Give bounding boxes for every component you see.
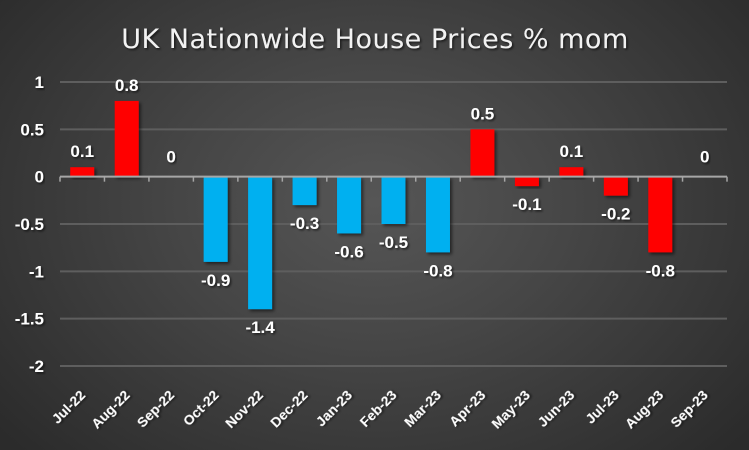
data-label: -0.3 [290, 214, 319, 233]
x-tick-label: May-23 [488, 387, 533, 432]
y-tick-label: -1 [29, 262, 44, 281]
y-tick-label: -0.5 [15, 215, 44, 234]
data-label: -0.1 [512, 195, 541, 214]
y-tick-label: 1 [35, 73, 44, 92]
x-tick-label: Nov-22 [222, 387, 266, 431]
y-tick-label: -1.5 [15, 310, 44, 329]
x-tick-label: Sep-23 [667, 387, 711, 431]
data-labels: 0.1 0.8 0 -0.9 -1.4 -0.3 -0.6 -0.5 -0.8 0.5 -0.1 0.… [70, 76, 709, 337]
x-axis-tick-labels: Jul-22 Aug-22 Sep-22 Oct-22 Nov-22 Dec-22 Jan-… [48, 387, 711, 432]
data-label: -0.8 [646, 261, 675, 280]
data-label: 0 [166, 148, 175, 167]
x-tick-label: Jun-23 [534, 387, 577, 430]
y-tick-label: -2 [29, 357, 44, 376]
x-tick-label: Sep-22 [134, 387, 178, 431]
bars [70, 100, 673, 310]
x-tick-label: Aug-22 [88, 387, 133, 432]
bar-jul-23 [603, 176, 628, 196]
data-label: -0.8 [423, 261, 452, 280]
y-tick-label: 0.5 [20, 120, 44, 139]
data-label: -0.6 [334, 242, 363, 261]
x-tick-label: Jan-23 [312, 387, 355, 430]
x-tick-label: Apr-23 [446, 387, 489, 430]
data-label: -0.5 [379, 233, 408, 252]
data-label: 0 [700, 148, 709, 167]
x-tick-label: Mar-23 [401, 387, 444, 430]
bar-dec-22 [292, 176, 317, 206]
data-label: -1.4 [245, 318, 275, 337]
bar-mar-23 [425, 176, 450, 253]
y-tick-label: 0 [35, 168, 44, 187]
bar-may-23 [514, 176, 539, 187]
x-tick-label: Feb-23 [356, 387, 399, 430]
x-tick-label: Jul-22 [48, 387, 88, 427]
bar-jun-23 [559, 167, 584, 177]
bar-apr-23 [470, 129, 495, 177]
bar-jan-23 [337, 176, 362, 234]
data-label: 0.1 [70, 142, 94, 161]
x-tick-label: Dec-22 [267, 387, 311, 431]
bar-jul-22 [70, 167, 95, 177]
y-axis-tick-labels: 1 0.5 0 -0.5 -1 -1.5 -2 [15, 73, 44, 376]
data-label: 0.5 [471, 104, 495, 123]
data-label: 0.1 [560, 142, 584, 161]
data-label: 0.8 [115, 76, 139, 95]
x-tick-label: Oct-22 [180, 387, 222, 429]
x-axis [59, 175, 728, 182]
bar-aug-23 [648, 176, 673, 253]
bar-nov-22 [248, 176, 273, 310]
chart-title: UK Nationwide House Prices % mom [121, 24, 629, 55]
data-label: -0.2 [601, 205, 630, 224]
bar-feb-23 [381, 176, 406, 224]
x-tick-label: Aug-23 [622, 387, 667, 432]
bar-oct-22 [203, 176, 228, 262]
bar-aug-22 [114, 100, 139, 177]
data-label: -0.9 [201, 271, 230, 290]
x-tick-label: Jul-23 [582, 387, 622, 427]
